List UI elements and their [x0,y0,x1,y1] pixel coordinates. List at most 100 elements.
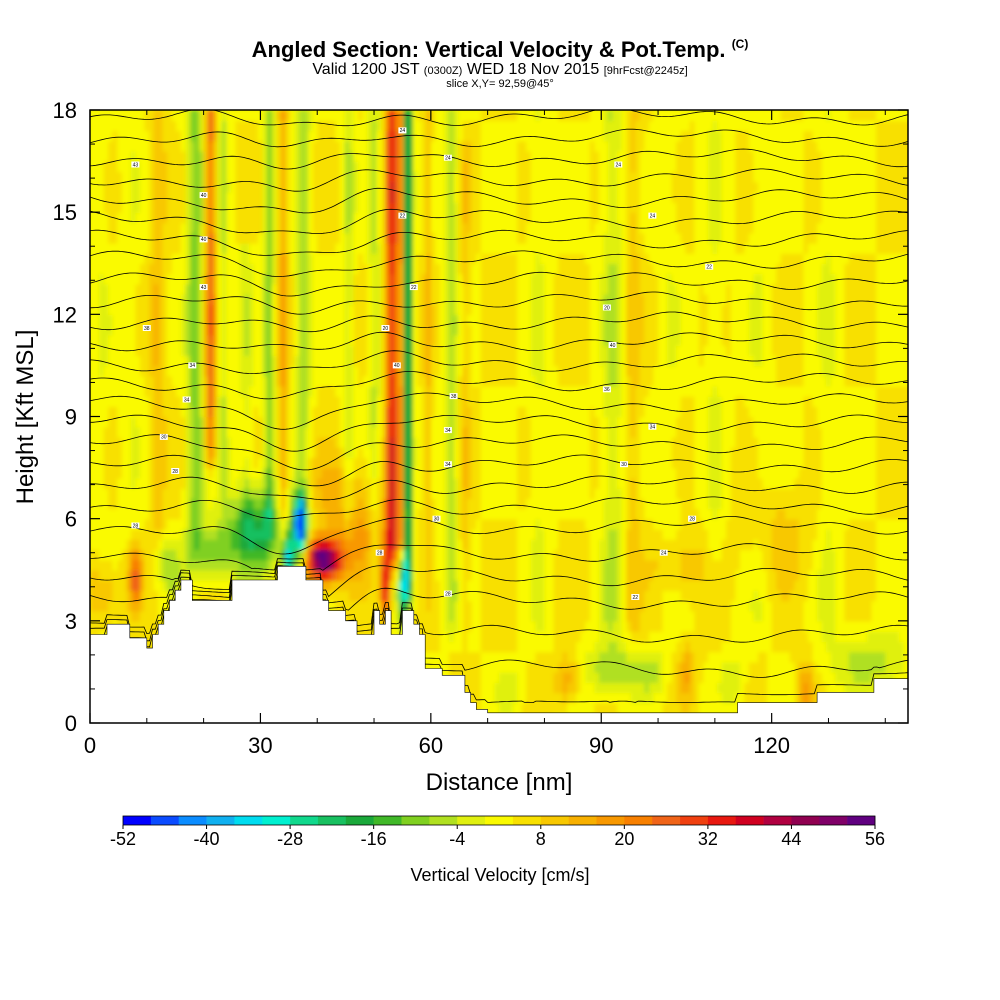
velocity-cell [394,191,400,203]
velocity-cell [240,498,246,510]
velocity-cell [158,528,164,540]
velocity-cell [176,140,182,152]
velocity-cell [253,528,259,540]
velocity-cell [367,498,373,510]
velocity-cell [321,201,328,213]
velocity-cell [435,498,441,510]
velocity-cell [335,263,341,275]
velocity-cell [349,324,355,336]
velocity-cell [194,406,200,418]
velocity-cell [453,130,459,142]
velocity-cell [208,222,214,234]
velocity-cell [435,651,441,663]
velocity-cell [362,110,368,121]
valid-utc: (0300Z) [423,65,463,77]
velocity-cell [449,559,455,571]
velocity-cell [317,406,323,418]
velocity-cell [290,406,296,418]
velocity-cell [217,263,223,275]
velocity-cell [162,416,168,428]
velocity-cell [94,590,100,602]
velocity-cell [103,355,109,367]
velocity-cell [94,304,100,316]
velocity-cell [153,416,159,428]
velocity-cell [394,314,400,326]
velocity-cell [171,528,178,540]
velocity-cell [103,130,109,142]
velocity-cell [203,559,209,571]
velocity-cell [412,406,418,418]
velocity-cell [117,508,123,520]
velocity-cell [344,559,350,571]
velocity-cell [253,406,259,418]
velocity-cell [380,528,387,540]
velocity-cell [126,314,132,326]
velocity-cell [294,110,300,121]
velocity-cell [349,304,355,316]
velocity-cell [235,334,241,346]
velocity-cell [276,498,282,510]
velocity-cell [194,518,200,530]
velocity-cell [203,477,209,489]
velocity-cell [290,253,296,264]
velocity-cell [458,600,464,612]
velocity-cell [158,304,164,316]
velocity-cell [130,488,137,499]
velocity-cell [326,253,332,264]
velocity-cell [285,528,291,540]
velocity-cell [258,181,264,193]
velocity-cell [194,539,200,551]
velocity-cell [162,334,168,346]
velocity-cell [103,222,109,234]
velocity-cell [430,590,437,602]
velocity-cell [308,396,314,408]
velocity-cell [117,477,123,489]
velocity-cell [103,498,109,510]
velocity-cell [403,334,409,346]
velocity-cell [276,212,282,224]
velocity-cell [162,508,168,520]
velocity-cell [399,304,405,316]
velocity-cell [467,671,473,683]
velocity-cell [380,283,387,295]
velocity-cell [126,140,132,152]
velocity-cell [335,539,341,551]
velocity-cell [330,293,337,305]
velocity-cell [108,477,114,489]
velocity-cell [358,416,364,428]
velocity-cell [412,161,418,173]
velocity-cell [235,345,241,356]
velocity-cell [439,191,446,203]
velocity-cell [153,528,159,540]
velocity-cell [290,416,296,428]
velocity-cell [453,477,459,489]
velocity-cell [103,447,109,459]
velocity-cell [294,498,300,510]
velocity-cell [303,488,309,499]
velocity-cell [117,365,123,377]
velocity-cell [290,130,296,142]
velocity-cell [312,365,318,377]
velocity-cell [90,355,96,367]
velocity-cell [330,130,337,142]
velocity-cell [249,569,255,581]
velocity-cell [421,345,427,356]
velocity-cell [403,406,409,418]
velocity-cell [358,590,364,602]
velocity-cell [271,396,278,408]
velocity-cell [276,130,282,142]
velocity-cell [367,488,373,499]
velocity-cell [371,212,378,224]
velocity-cell [112,396,118,408]
velocity-cell [208,518,214,530]
velocity-cell [462,293,468,305]
velocity-cell [426,345,432,356]
velocity-cell [344,426,350,438]
velocity-cell [190,253,196,264]
velocity-cell [462,365,468,377]
velocity-cell [285,488,291,499]
velocity-cell [303,365,309,377]
velocity-cell [140,498,146,510]
velocity-cell [185,436,191,448]
velocity-cell [294,334,300,346]
